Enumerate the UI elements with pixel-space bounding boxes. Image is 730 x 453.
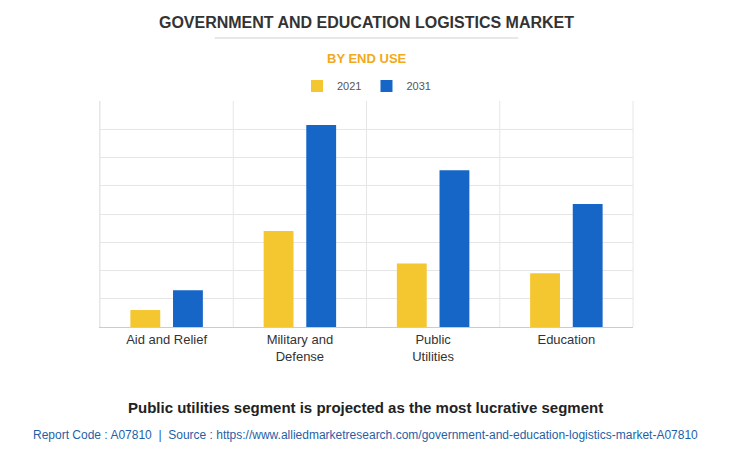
svg-text:Military andDefense: Military andDefense (267, 332, 333, 364)
svg-text:Public utilities segment is pr: Public utilities segment is projected as… (128, 399, 603, 416)
svg-text:PublicUtilities: PublicUtilities (412, 332, 454, 364)
svg-text:BY END USE: BY END USE (327, 51, 407, 66)
svg-text:2031: 2031 (406, 80, 430, 92)
svg-text:Report Code : A07810 | Sourc: Report Code : A07810 | Source : https://… (33, 428, 698, 442)
svg-text:GOVERNMENT AND EDUCATION LOGIS: GOVERNMENT AND EDUCATION LOGISTICS MARKE… (159, 14, 574, 31)
svg-text:Education: Education (537, 332, 595, 347)
svg-text:2021: 2021 (337, 80, 361, 92)
svg-text:Aid and Relief: Aid and Relief (126, 332, 207, 347)
